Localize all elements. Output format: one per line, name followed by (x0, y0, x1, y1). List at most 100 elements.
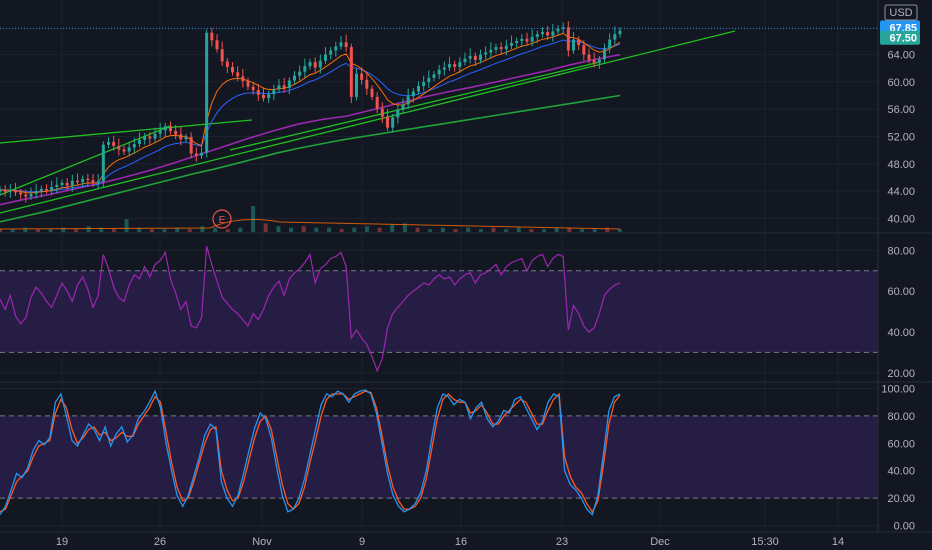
price-axis[interactable]: 64.00 60.00 56.00 52.00 48.00 44.00 40.00 (887, 50, 915, 226)
volume-bar (86, 226, 91, 232)
axis-tick-label: 40.00 (887, 213, 915, 225)
volume-bar (542, 229, 547, 232)
candle-body (592, 60, 596, 63)
volume-bar (491, 227, 496, 232)
candle-body (572, 39, 575, 51)
trend-lines (0, 30, 736, 214)
volume-bar (99, 227, 104, 232)
candle-body (194, 153, 198, 156)
candle-body (313, 62, 317, 68)
volume-bar (402, 223, 407, 232)
volume-bar (440, 227, 445, 232)
candle-body (608, 39, 612, 49)
volume-bar (314, 227, 319, 232)
axis-tick-label: 52.00 (887, 131, 915, 143)
stoch-band (0, 415, 878, 499)
candle-body (225, 61, 229, 67)
candle-body (189, 137, 193, 154)
volume-bar (0, 229, 2, 232)
rsi-axis[interactable]: 80.00 60.00 40.00 20.00 (887, 245, 915, 380)
candle-body (458, 62, 462, 67)
axis-tick-label: 40.00 (887, 327, 915, 339)
volume-bar (453, 229, 458, 232)
volume-bar (238, 227, 243, 232)
candle-body (55, 184, 59, 187)
candle-body (127, 147, 131, 152)
time-tick-label: Nov (252, 536, 272, 548)
candle-body (215, 40, 219, 50)
volume-bar (567, 227, 572, 232)
axis-tick-label: 60.00 (887, 438, 915, 450)
candle-body (463, 58, 467, 63)
candle-body (236, 72, 240, 77)
candle-body (205, 32, 209, 153)
candle-body (499, 47, 503, 50)
candle-body (174, 131, 178, 135)
candle-body (597, 59, 601, 63)
candle-body (251, 86, 255, 91)
volume-bar (390, 224, 395, 232)
candle-body (561, 27, 565, 29)
candle-body (210, 32, 214, 41)
candle-body (442, 67, 446, 70)
candle-body (427, 77, 431, 82)
candle-body (613, 34, 617, 40)
candle-body (422, 81, 426, 86)
stoch-d-line (0, 390, 621, 514)
stoch-axis[interactable]: 100.00 80.00 60.00 40.00 20.00 0.00 (881, 383, 915, 532)
candle-body (582, 45, 586, 55)
axis-tick-label: 20.00 (887, 493, 915, 505)
candle-body (138, 139, 141, 144)
time-tick-label: 23 (556, 536, 568, 548)
volume-bar (301, 226, 306, 232)
volume-bar (554, 227, 559, 232)
time-axis[interactable]: 19 26 Nov 9 16 23 Dec 15:30 14 (56, 536, 844, 548)
volume-bar (225, 229, 230, 232)
candle-body (391, 117, 395, 128)
candle-body (70, 180, 74, 186)
volume-bar (48, 229, 53, 232)
candle-body (267, 94, 271, 99)
candle-body (334, 46, 338, 51)
candle-body (510, 42, 513, 46)
volume-bar (213, 227, 218, 232)
volume-ma-line (0, 219, 621, 230)
volume-bar (592, 229, 597, 232)
stoch-pane[interactable] (0, 383, 878, 531)
axis-tick-label: 0.00 (894, 521, 915, 533)
volume-bar (149, 229, 154, 232)
candle-body (577, 39, 581, 46)
candle-body (453, 64, 457, 67)
candle-body (60, 182, 64, 185)
candle-body (494, 47, 498, 50)
axis-tick-label: 60.00 (887, 286, 915, 298)
price-pane[interactable]: E (0, 0, 878, 232)
candle-body (287, 80, 291, 89)
candle-body (401, 104, 405, 110)
rsi-line (0, 246, 621, 373)
candle-body (324, 54, 327, 61)
volume-bar (504, 229, 509, 232)
candle-body (8, 190, 12, 192)
candle-body (132, 143, 136, 148)
price-tag-bg (880, 30, 920, 45)
candle-body (96, 181, 100, 184)
rsi-pane[interactable] (0, 234, 878, 381)
candle-body (318, 60, 322, 68)
candle-body (143, 136, 147, 140)
volume-bar (618, 229, 622, 232)
candle-body (246, 81, 250, 87)
volume-bar (580, 229, 585, 232)
candle-body (618, 30, 622, 35)
volume-bar (162, 229, 167, 232)
currency-badge[interactable]: USD (884, 4, 918, 21)
candle-body (406, 96, 410, 105)
earnings-marker[interactable]: E (212, 209, 232, 229)
earnings-label: E (219, 215, 226, 226)
time-tick-label: 15:30 (751, 536, 779, 548)
candle-body (504, 45, 508, 50)
volume-bar (516, 227, 521, 232)
candle-body (411, 91, 415, 97)
volume-bar (10, 229, 15, 232)
volume-bar (364, 226, 369, 232)
